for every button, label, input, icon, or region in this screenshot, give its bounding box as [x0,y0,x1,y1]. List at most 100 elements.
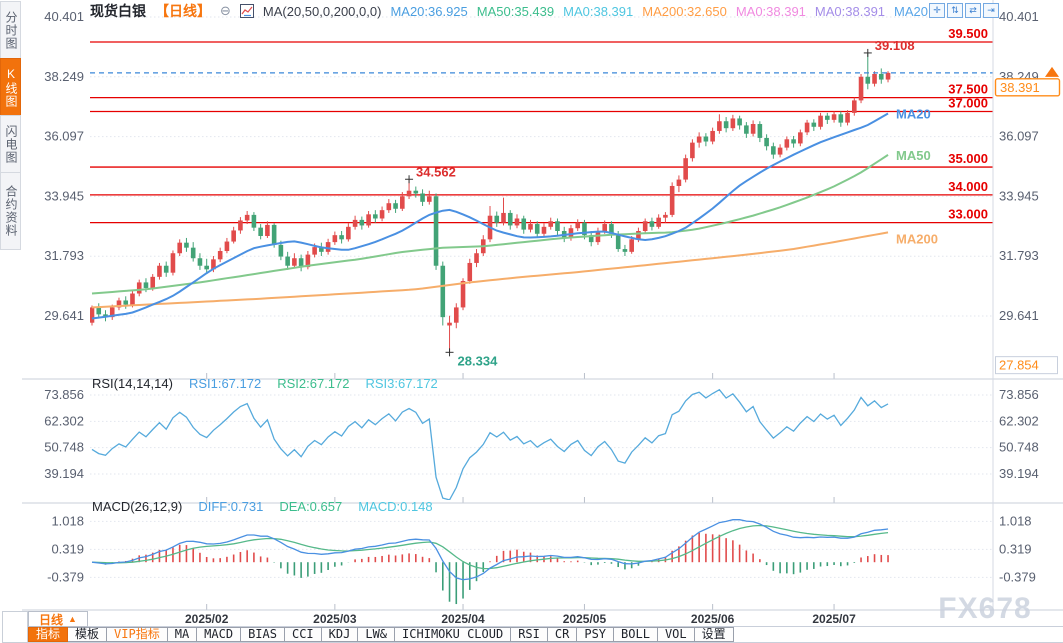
svg-text:39.500: 39.500 [948,26,988,41]
shift-right-icon[interactable]: ⇥ [983,3,999,18]
x-axis-label: 2025/04 [441,612,485,626]
rsi-legend: RSI(14,14,14) RSI1:67.172 RSI2:67.172 RS… [92,376,438,391]
ma200-line [91,231,889,309]
panel-separators [22,0,1063,643]
timeframe-selector-label: 日线 [39,612,64,627]
bottom-corner-cell [2,611,28,643]
symbol-name: 现货白银 [90,3,146,19]
macd-hist-value: MACD:0.148 [358,499,433,514]
sidebar-tab-kline-chart[interactable]: K线图 [0,58,21,116]
svg-text:62.302: 62.302 [44,413,84,428]
svg-text:38.249: 38.249 [44,69,84,84]
indicator-tab-CR[interactable]: CR [547,627,578,642]
indicator-tab-bar: 指标 模板 VIP指标 MA MACD BIAS CCI KDJ LW& ICHIMOKU CLO… [28,627,734,642]
svg-text:39.108: 39.108 [875,38,915,53]
ma20-label: MA20 [896,107,931,122]
sidebar-tab-lightning-chart[interactable]: 闪电图 [0,115,21,173]
svg-text:33.000: 33.000 [948,207,988,222]
svg-text:28.334: 28.334 [458,353,499,368]
indicator-tab-BOLL[interactable]: BOLL [614,627,658,642]
sidebar-tab-contract-info[interactable]: 合约资料 [0,172,21,250]
ma200-value: MA200:32.650 [642,3,727,19]
ma0-value-1: MA0:38.391 [563,3,634,19]
chart-toolbar: ✛ ⇅ ⇄ ⇥ [929,3,999,18]
macd-dea-value: DEA:0.657 [279,499,343,514]
indicator-tab-ICHIMOKU CLOUD[interactable]: ICHIMOKU CLOUD [395,627,512,642]
ma-formula: MA(20,50,0,200,0,0) [262,3,382,19]
svg-text:-0.379: -0.379 [47,569,84,584]
macd-series [91,519,889,605]
svg-text:37.500: 37.500 [948,82,988,97]
svg-text:31.793: 31.793 [999,248,1039,263]
indicator-tab-模板[interactable]: 模板 [68,627,108,642]
x-axis-label: 2025/07 [812,612,856,626]
indicator-tab-指标[interactable]: 指标 [28,627,69,642]
watermark: FX678 [938,592,1031,625]
timeframe-label: 【日线】 [155,3,211,19]
indicator-tab-MA[interactable]: MA [167,627,198,642]
x-axis: 2025/02 2025/03 2025/04 2025/05 2025/06 2025/… [185,373,856,626]
macd-title: MACD(26,12,9) [92,499,183,514]
indicator-tab-LW&[interactable]: LW& [358,627,396,642]
svg-text:0.319: 0.319 [999,541,1032,556]
svg-text:50.748: 50.748 [999,440,1039,455]
svg-text:35.000: 35.000 [948,151,988,166]
svg-text:73.856: 73.856 [44,387,84,402]
price-annotations: 39.108 34.562 28.334 [405,38,915,368]
rsi3-value: RSI3:67.172 [365,376,438,391]
svg-text:62.302: 62.302 [999,413,1039,428]
indicator-tab-设置[interactable]: 设置 [694,627,734,642]
oscillator-gridlines: 73.856 73.856 62.302 62.302 50.748 50.748 39.1… [44,387,1039,584]
timeframe-selector-button[interactable]: 日线 ▲ [28,611,88,627]
svg-text:40.401: 40.401 [999,9,1039,24]
x-axis-label: 2025/02 [185,612,229,626]
svg-text:38.391: 38.391 [1000,80,1040,95]
rsi2-value: RSI2:67.172 [277,376,350,391]
x-axis-label: 2025/05 [563,612,607,626]
indicator-tab-KDJ[interactable]: KDJ [321,627,359,642]
last-price-badge: 38.391 [994,66,1061,97]
scale-horizontal-icon[interactable]: ⇄ [965,3,981,18]
indicator-tab-CCI[interactable]: CCI [284,627,322,642]
sidebar-tab-time-chart[interactable]: 分时图 [0,1,21,59]
svg-text:0.319: 0.319 [51,541,84,556]
scale-vertical-icon[interactable]: ⇅ [947,3,963,18]
svg-text:27.854: 27.854 [999,358,1039,373]
ma0-value-3: MA0:38.391 [814,3,886,19]
ma20-empty-value: MA20: [894,3,932,19]
svg-text:33.945: 33.945 [44,188,84,203]
ma-lines [91,112,889,320]
indicator-tab-PSY[interactable]: PSY [577,627,615,642]
svg-text:73.856: 73.856 [999,387,1039,402]
pan-icon[interactable]: ✛ [929,3,945,18]
collapse-icon[interactable]: ⊖ [220,3,231,18]
indicator-tab-RSI[interactable]: RSI [511,627,548,642]
macd-diff-value: DIFF:0.731 [198,499,264,514]
ma0-value-2: MA0:38.391 [735,3,806,19]
svg-text:34.000: 34.000 [948,179,988,194]
ma20-line [91,112,889,320]
chart-header: 现货白银 【日线】 ⊖ MA(20,50,0,200,0,0) MA20:36.… [90,3,932,19]
indicator-tab-VOL[interactable]: VOL [657,627,695,642]
x-axis-label: 2025/06 [691,612,735,626]
indicator-tab-BIAS[interactable]: BIAS [241,627,285,642]
svg-text:29.641: 29.641 [44,308,84,323]
mini-chart-icon[interactable] [239,4,254,18]
price-up-arrow-icon [1045,66,1059,77]
svg-text:50.748: 50.748 [44,440,84,455]
svg-text:1.018: 1.018 [999,513,1032,528]
rsi-title: RSI(14,14,14) [92,376,173,391]
ma50-label: MA50 [896,148,931,163]
svg-text:29.641: 29.641 [999,308,1039,323]
x-axis-label: 2025/03 [313,612,357,626]
indicator-tab-VIP指标[interactable]: VIP指标 [107,627,168,642]
svg-text:-0.379: -0.379 [999,569,1036,584]
svg-text:31.793: 31.793 [44,248,84,263]
chart-type-sidebar: 分时图 K线图 闪电图 合约资料 [0,1,21,250]
svg-text:36.097: 36.097 [44,129,84,144]
macd-diff-line [91,519,889,581]
svg-text:1.018: 1.018 [51,513,84,528]
indicator-tab-MACD[interactable]: MACD [197,627,242,642]
